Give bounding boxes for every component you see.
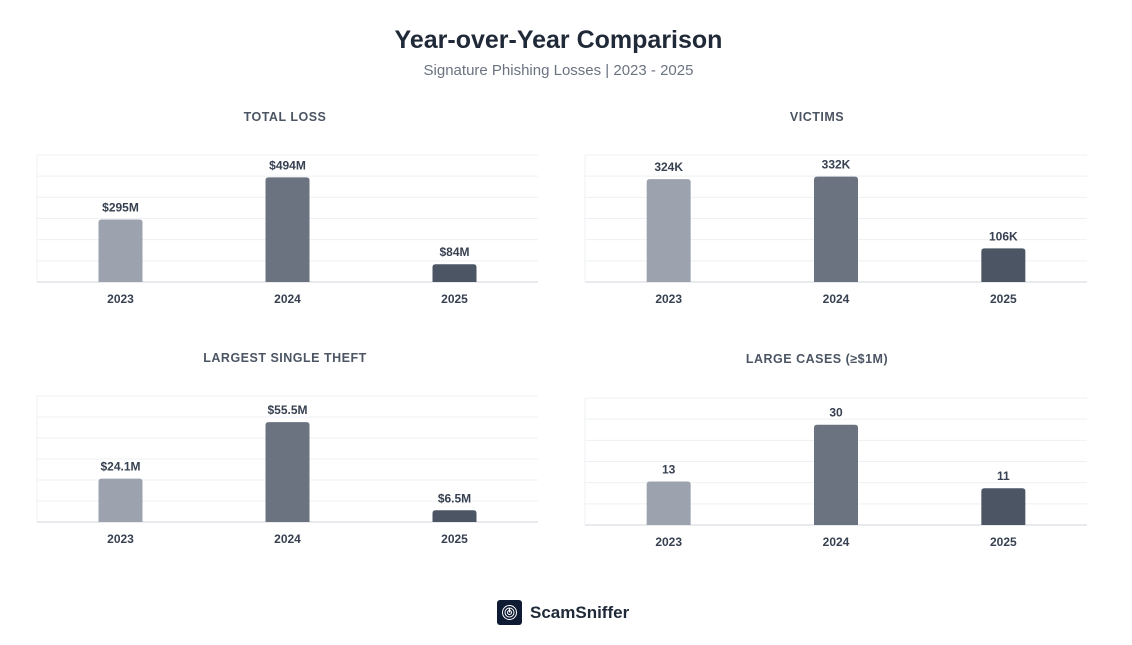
page-title: Year-over-Year Comparison	[394, 26, 723, 54]
x-tick-label: 2023	[107, 532, 134, 546]
bar-2024	[814, 424, 858, 525]
data-label: 30	[829, 406, 843, 420]
bar-2025	[432, 510, 477, 522]
bar-2025	[432, 264, 477, 282]
data-label: $494M	[269, 158, 306, 172]
bar-2024	[265, 422, 310, 522]
bar-2023	[98, 219, 143, 282]
chart-title-largest-theft: LARGEST SINGLE THEFT	[203, 351, 367, 365]
scamsniffer-logo-icon	[497, 600, 522, 625]
data-label: $295M	[102, 201, 139, 215]
chart-title-victims: VICTIMS	[789, 110, 845, 124]
x-tick-label: 2024	[274, 292, 301, 306]
chart-victims: 324K 2023 332K 2024 106K 2025	[584, 154, 1087, 306]
data-label: $55.5M	[267, 403, 307, 417]
bar-2023	[98, 478, 143, 522]
brand-logo: ScamSniffer	[497, 600, 629, 625]
bar-2024	[814, 176, 858, 282]
page-subtitle: Signature Phishing Losses | 2023 - 2025	[423, 62, 694, 79]
data-label: 106K	[989, 229, 1018, 243]
bar-2023	[646, 481, 691, 525]
chart-title-total-loss: TOTAL LOSS	[243, 110, 327, 124]
x-tick-label: 2025	[441, 292, 468, 306]
chart-large-cases: 13 2023 30 2024 11 2025	[584, 397, 1087, 549]
x-tick-label: 2024	[274, 532, 301, 546]
bar-2024	[265, 177, 310, 282]
x-tick-label: 2025	[441, 532, 468, 546]
chart-title-large-cases: LARGE CASES (≥$1M)	[745, 352, 889, 366]
data-label: $24.1M	[100, 460, 140, 474]
x-tick-label: 2023	[107, 292, 134, 306]
x-tick-label: 2025	[990, 535, 1017, 549]
x-tick-label: 2024	[823, 292, 850, 306]
brand-name: ScamSniffer	[530, 602, 630, 622]
data-label: 13	[662, 463, 676, 477]
x-tick-label: 2023	[655, 535, 682, 549]
data-label: 11	[997, 469, 1010, 483]
x-tick-label: 2023	[655, 292, 682, 306]
chart-total-loss: $295M 2023 $494M 2024 $84M 2025	[36, 154, 538, 306]
chart-largest-theft: $24.1M 2023 $55.5M 2024 $6.5M 2025	[36, 395, 538, 546]
data-label: 324K	[654, 160, 683, 174]
x-tick-label: 2025	[990, 292, 1017, 306]
bar-2023	[646, 179, 691, 282]
data-label: 332K	[822, 158, 851, 172]
bar-2025	[981, 488, 1026, 525]
data-label: $84M	[439, 245, 469, 259]
x-tick-label: 2024	[823, 535, 850, 549]
bar-2025	[981, 248, 1026, 282]
data-label: $6.5M	[438, 491, 471, 505]
